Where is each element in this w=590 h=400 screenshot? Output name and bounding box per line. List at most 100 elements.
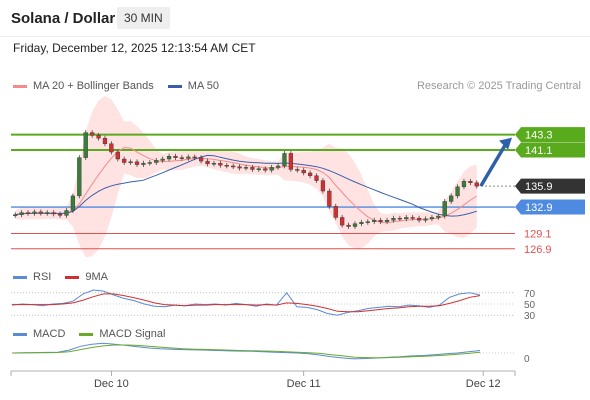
candle-body: [90, 132, 95, 136]
legend-macd-label: MACD: [33, 328, 66, 340]
credit: Research © 2025 Trading Central: [416, 80, 581, 92]
candle-body: [474, 182, 479, 187]
candle-body: [282, 153, 287, 167]
legend-rsi-ma: 9MA: [65, 271, 108, 283]
candle-body: [352, 223, 358, 227]
x-tick-label: Dec 11: [287, 378, 321, 390]
candle-body: [115, 151, 120, 160]
candle-body: [372, 220, 377, 222]
candle-body: [307, 172, 313, 176]
macd-tick-label: 0: [524, 354, 530, 365]
candle-body: [256, 168, 261, 170]
candle-body: [384, 220, 390, 222]
x-tick-label: Dec 12: [466, 378, 501, 390]
rsi-tick-label: 30: [524, 311, 536, 322]
level-tag-135.9: [515, 178, 585, 194]
candle-body: [378, 220, 383, 222]
candle-body: [275, 165, 281, 168]
candle-body: [436, 215, 441, 218]
rsi-legend: RSI 9MA: [13, 271, 122, 283]
candle-body: [77, 157, 82, 197]
candle-body: [70, 195, 76, 211]
level-label-126.9: 126.9: [524, 244, 552, 256]
rsi-tick-label: 50: [524, 300, 536, 311]
candle-body: [134, 161, 140, 165]
candle-body: [25, 212, 31, 214]
candle-body: [346, 224, 351, 227]
candle-body: [166, 156, 172, 160]
candle-body: [301, 169, 306, 174]
forecast-arrow-shaft: [479, 142, 508, 188]
candle-body: [45, 212, 50, 214]
candle-body: [186, 156, 191, 159]
legend-macd: MACD: [13, 328, 65, 340]
candle-body: [224, 165, 229, 167]
level-label-135.9: 135.9: [525, 181, 553, 193]
candle-body: [359, 222, 364, 224]
candle-body: [147, 162, 152, 164]
rsi-ma-swatch-icon: [65, 275, 80, 279]
candle-body: [83, 132, 88, 158]
candle-body: [64, 210, 69, 216]
candle-body: [455, 186, 460, 197]
macd-signal-line: [11, 344, 481, 359]
ma50-swatch-icon: [167, 84, 182, 88]
candle-body: [13, 214, 18, 216]
timestamp: Friday, December 12, 2025 12:13:54 AM CE…: [13, 41, 256, 55]
candle-body: [269, 167, 274, 171]
macd-signal-swatch-icon: [79, 332, 94, 336]
rsi-ma-line: [12, 293, 481, 313]
candle-body: [211, 162, 217, 165]
candle-body: [198, 157, 204, 162]
candle-body: [333, 206, 338, 218]
legend-ma50-label: MA 50: [187, 80, 219, 92]
candle-body: [51, 212, 56, 215]
candle-body: [461, 181, 467, 188]
level-tag-141.1: [515, 142, 585, 158]
candle-body: [365, 221, 370, 223]
interval-selector[interactable]: 30 MIN: [117, 7, 170, 29]
candle-body: [468, 181, 473, 183]
candle-body: [122, 158, 127, 163]
bollinger-band-area: [15, 96, 477, 258]
candle-body: [160, 158, 165, 161]
forecast-arrow-icon: [499, 137, 512, 150]
x-tick-label: Dec 10: [94, 378, 129, 390]
legend-rsi: RSI: [13, 271, 51, 283]
candle-body: [102, 137, 108, 144]
candle-body: [57, 213, 63, 216]
candle-body: [218, 162, 223, 166]
level-label-129.1: 129.1: [524, 228, 552, 240]
candle-body: [205, 160, 210, 165]
rsi-line: [11, 289, 481, 316]
candle-body: [340, 217, 345, 226]
candle-body: [179, 157, 185, 159]
level-label-143.3: 143.3: [525, 130, 553, 142]
rsi-swatch-icon: [13, 275, 27, 279]
candle-body: [38, 211, 43, 214]
ma20-swatch-icon: [13, 84, 27, 88]
macd-swatch-icon: [13, 332, 27, 336]
legend-rsi-ma-label: 9MA: [85, 271, 108, 283]
legend-ma50: MA 50: [167, 80, 219, 92]
candle-body: [416, 217, 422, 221]
legend-rsi-label: RSI: [33, 271, 52, 283]
level-tag-132.9: [515, 199, 585, 215]
candle-body: [423, 218, 428, 221]
candle-body: [327, 190, 332, 207]
candle-body: [237, 166, 242, 169]
top-bar: Solana / Dollar 30 MIN: [0, 0, 590, 37]
candle-body: [128, 161, 133, 164]
candle-body: [397, 217, 402, 220]
rsi-tick-label: 70: [524, 289, 536, 300]
candle-body: [442, 201, 447, 217]
candle-body: [109, 143, 114, 153]
candle-body: [288, 153, 294, 170]
candle-body: [141, 162, 146, 165]
macd-legend: MACD MACD Signal: [13, 328, 179, 340]
candle-body: [314, 175, 319, 181]
main-legend: MA 20 + Bollinger Bands MA 50: [13, 80, 233, 92]
candle-body: [391, 217, 396, 221]
legend-macd-signal-label: MACD Signal: [99, 328, 166, 340]
